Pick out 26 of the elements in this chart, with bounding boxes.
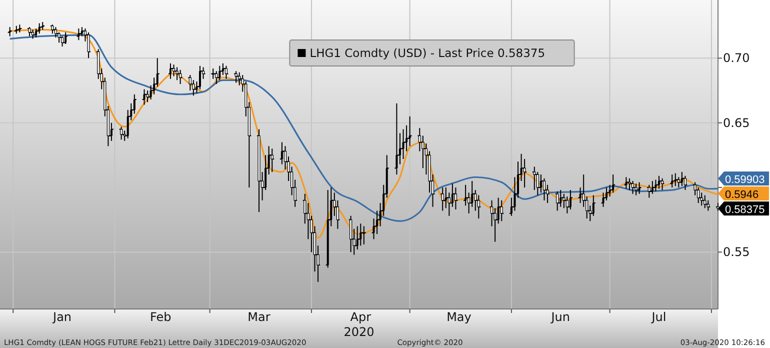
candlestick: [684, 175, 687, 191]
candlestick: [631, 180, 634, 194]
candlestick: [542, 178, 546, 201]
candlestick: [224, 65, 228, 80]
y-tick-label: 0.70: [723, 51, 750, 66]
x-tick-label: Jan: [52, 310, 72, 324]
x-tick-label: Mar: [248, 310, 270, 324]
annotation: 0.58375: [725, 204, 765, 216]
x-tick-label: Jun: [550, 310, 570, 324]
annotation: 0.5946: [725, 188, 759, 201]
candlestick: [258, 128, 260, 213]
candlestick: [28, 26, 31, 37]
annotation: 0.59903: [725, 174, 765, 186]
candlestick: [31, 29, 34, 40]
legend-label: LHG1 Comdty (USD) - Last Price 0.58375: [310, 46, 546, 60]
candlestick: [60, 36, 64, 48]
x-tick-label: Feb: [150, 310, 172, 324]
x-tick-label: May: [446, 310, 472, 324]
candlestick: [454, 186, 458, 210]
y-tick-label: 0.65: [723, 116, 750, 130]
x-tick-label: Jul: [650, 310, 666, 324]
x-axis-title: 2020: [344, 325, 374, 339]
y-tick-label: 0.55: [723, 245, 750, 260]
x-tick-label: Apr: [350, 310, 372, 324]
candlestick: [660, 178, 664, 191]
candlestick: [172, 64, 176, 77]
